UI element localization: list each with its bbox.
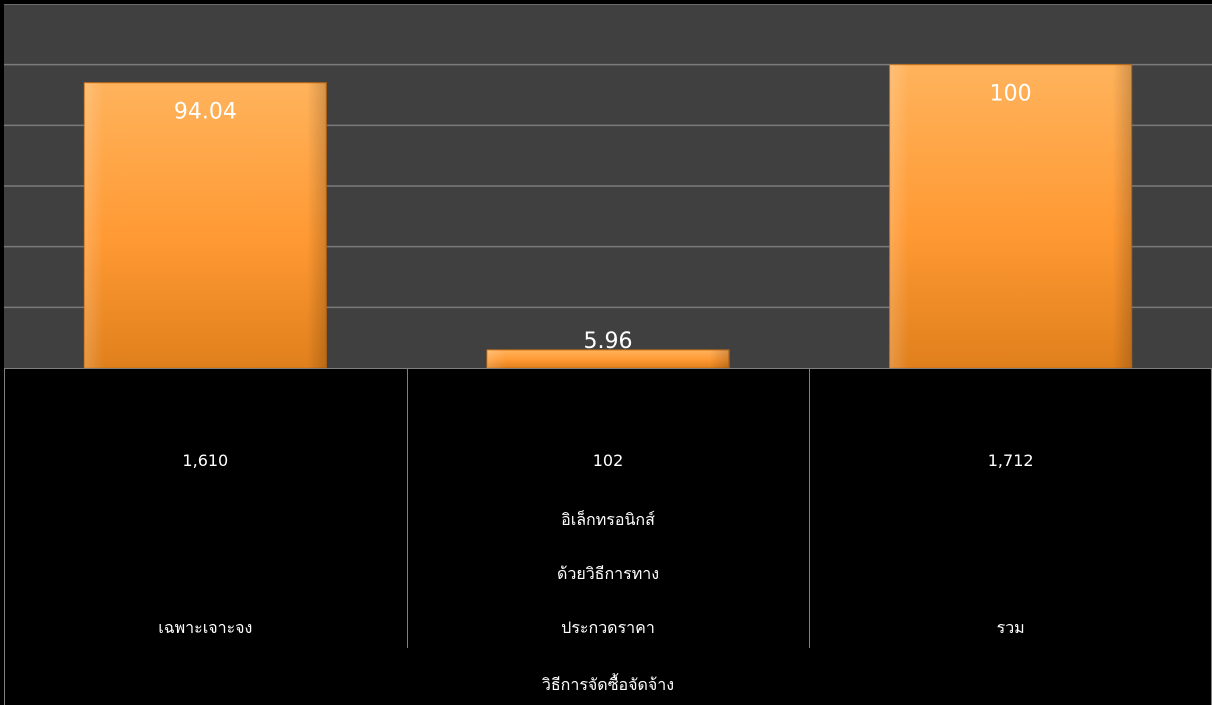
category-label: อิเล็กทรอนิกส์	[561, 509, 655, 529]
bar-data-label: 94.04	[174, 100, 237, 125]
bar-bevel	[487, 349, 729, 368]
category-label: เฉพาะเจาะจง	[158, 618, 252, 637]
table-value: 102	[593, 451, 624, 470]
chart-plot: 94.04 5.96 100	[4, 4, 1212, 368]
table-background	[4, 368, 1212, 705]
table-value: 1,712	[988, 451, 1034, 470]
bar-data-label: 100	[990, 82, 1032, 107]
bar-data-label: 5.96	[584, 329, 633, 354]
category-label: รวม	[997, 618, 1025, 637]
data-table: 1,610 102 1,712 เฉพาะเจาะจง ประกวดราคา ด้วยวิ…	[4, 368, 1212, 705]
category-label: ประกวดราคา	[561, 618, 655, 637]
bar-bevel	[84, 82, 327, 368]
x-axis-title: วิธีการจัดซื้อจัดจ้าง	[542, 673, 674, 694]
table-value: 1,610	[182, 451, 228, 470]
category-label: ด้วยวิธีการทาง	[557, 564, 659, 583]
bar-bevel	[889, 64, 1132, 368]
